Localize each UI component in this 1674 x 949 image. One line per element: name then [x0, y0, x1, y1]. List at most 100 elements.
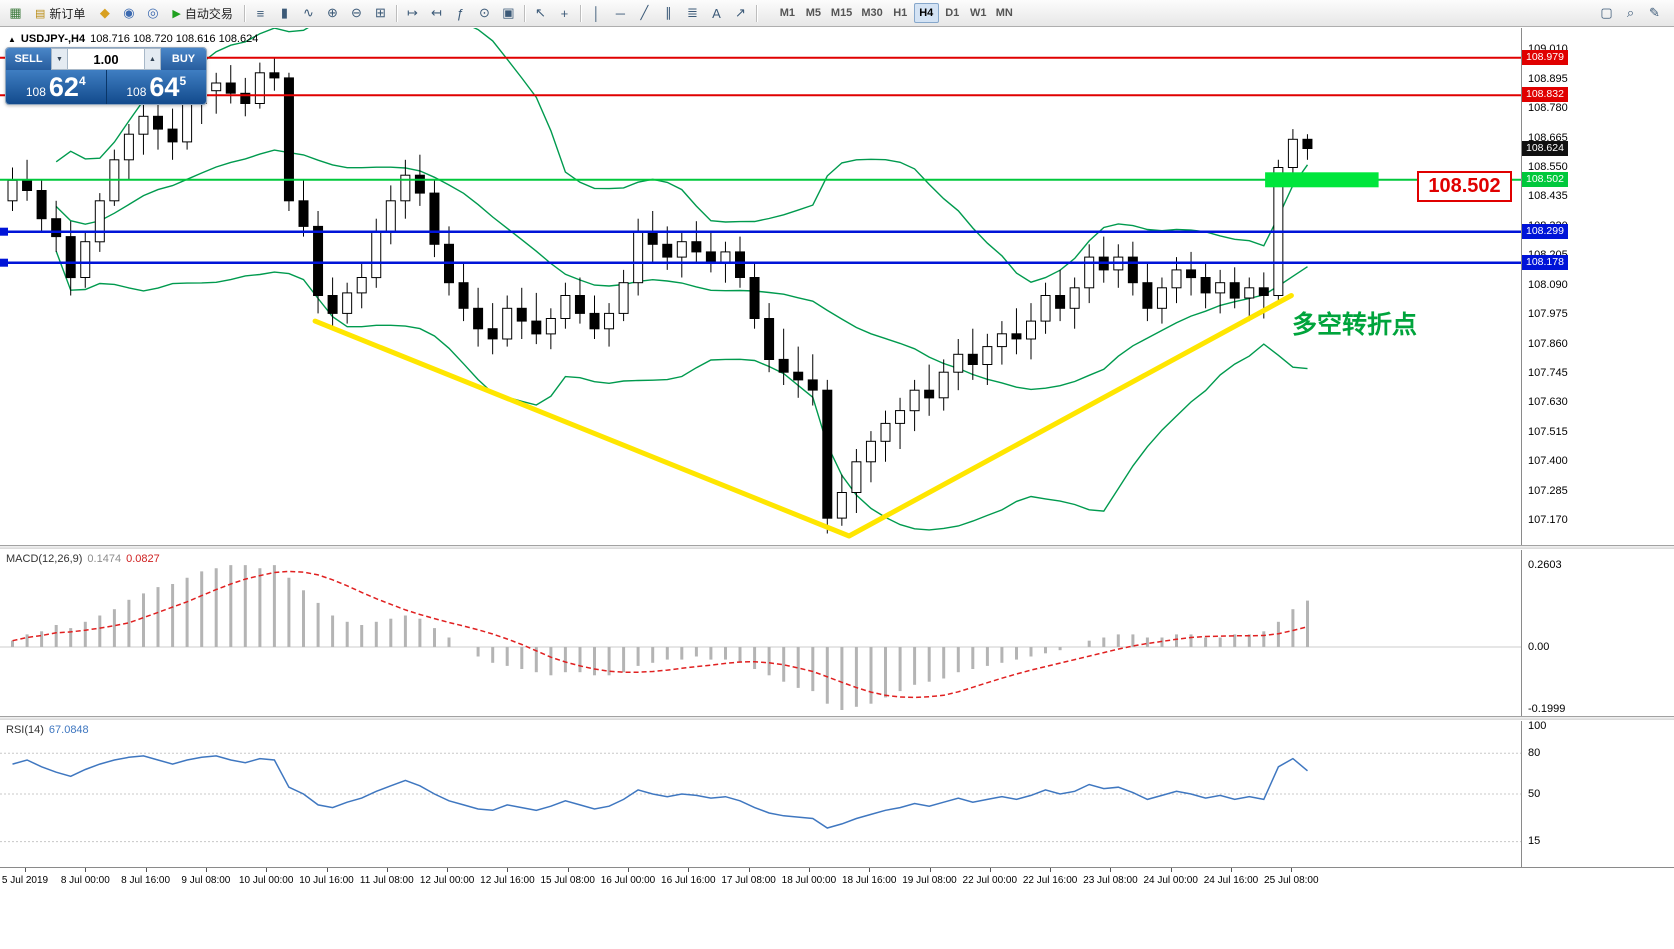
trendline-v[interactable]	[312, 293, 1294, 539]
time-tick	[567, 868, 569, 872]
timeframe-M5[interactable]: M5	[801, 3, 826, 23]
candlestick-chart-icon[interactable]: ▮	[280, 5, 288, 20]
price-tick: 107.285	[1528, 484, 1568, 497]
new-order-button[interactable]: ▤ 新订单	[28, 3, 92, 24]
rsi-label: RSI(14) 67.0848	[6, 724, 89, 736]
charts-gold-icon[interactable]: ◆	[99, 5, 110, 20]
timeframe-H1[interactable]: H1	[888, 3, 913, 23]
price-tick: 108.435	[1528, 190, 1568, 203]
time-label: 18 Jul 16:00	[841, 875, 897, 886]
buy-price[interactable]: 108 64 5	[107, 70, 207, 104]
price-axis: 109.010108.895108.780108.665108.550108.4…	[1521, 0, 1674, 949]
time-tick	[145, 868, 147, 872]
channel-icon[interactable]: ∥	[665, 5, 672, 20]
price-callout-box[interactable]: 108.502	[1417, 171, 1512, 202]
autotrading-button-icon: ▶	[172, 7, 181, 20]
timeframe-H4[interactable]: H4	[913, 3, 939, 23]
support-zone-band[interactable]	[1265, 172, 1379, 188]
collapse-panel-icon[interactable]: ▲	[8, 34, 16, 44]
volume-up-button[interactable]: ▲	[144, 48, 161, 70]
text-icon[interactable]: A	[712, 5, 721, 21]
price-tag-108.502: 108.502	[1522, 171, 1568, 187]
price-tag-108.624: 108.624	[1522, 140, 1568, 156]
macd-main-value: 0.1474	[87, 553, 122, 565]
timeframe-M1[interactable]: M1	[775, 3, 800, 23]
zoom-out-icon[interactable]: ⊖	[350, 5, 362, 20]
buy-button[interactable]: BUY	[161, 48, 206, 70]
timeframe-D1[interactable]: D1	[940, 3, 965, 23]
toolbar-left-group: ▦ ▤ 新订单 ◆ ◉ ◎ ▶ 自动交易 ≡ ▮ ∿ ⊕ ⊖ ⊞ ↦ ↤ ƒ ⊙ ▣ ↖ + │ ─ ╱ ∥ ≣ A ↗	[4, 3, 760, 24]
new-order-button-label: 新订单	[49, 6, 86, 21]
buy-price-pip: 5	[179, 74, 187, 88]
sell-price[interactable]: 108 62 4	[6, 70, 106, 104]
fibonacci-icon[interactable]: ≣	[686, 5, 698, 20]
window-icon[interactable]: ▢	[1600, 5, 1613, 20]
zoom-in-icon[interactable]: ⊕	[326, 5, 338, 20]
sell-price-big: 62	[48, 72, 79, 102]
panel-splitter[interactable]	[0, 716, 1674, 721]
chart-shift-icon[interactable]: ↤	[430, 5, 442, 20]
time-label: 16 Jul 16:00	[661, 875, 716, 886]
time-label: 10 Jul 16:00	[299, 875, 354, 886]
sell-price-pip: 4	[78, 74, 86, 88]
vertical-line-icon[interactable]: │	[592, 5, 601, 21]
time-label: 15 Jul 08:00	[540, 875, 595, 886]
time-label: 16 Jul 00:00	[600, 875, 656, 886]
price-tick: 108.895	[1528, 72, 1568, 85]
bar-chart-icon[interactable]: ≡	[256, 5, 265, 21]
time-label: 12 Jul 16:00	[480, 875, 535, 886]
toolbar-right-group: ▢ ⌕ ✎	[1595, 3, 1670, 24]
tile-windows-icon[interactable]: ⊞	[374, 5, 386, 20]
timeframe-M30[interactable]: M30	[857, 3, 886, 23]
chart-icon[interactable]: ▦	[9, 5, 22, 20]
periods-icon[interactable]: ⊙	[478, 5, 490, 20]
price-tick: 107.515	[1528, 425, 1568, 438]
time-tick	[869, 868, 871, 872]
profile-icon[interactable]: ◉	[123, 5, 135, 20]
turning-point-annotation[interactable]: 多空转折点	[1292, 311, 1418, 339]
time-label: 9 Jul 08:00	[181, 875, 231, 886]
price-axis-border	[1521, 28, 1522, 867]
time-label: 24 Jul 00:00	[1143, 875, 1198, 886]
time-label: 8 Jul 00:00	[60, 875, 110, 886]
time-tick	[929, 868, 931, 872]
volume-down-button[interactable]: ▼	[51, 48, 68, 70]
macd-title: MACD(12,26,9)	[6, 553, 83, 565]
new-order-button-icon: ▤	[35, 7, 46, 20]
crosshair-icon[interactable]: +	[560, 5, 569, 21]
time-tick	[748, 868, 750, 872]
time-axis: 5 Jul 2019 8 Jul 00:00 8 Jul 16:00 9 Jul 08…	[0, 867, 1674, 949]
refresh-icon[interactable]: ◎	[147, 5, 159, 20]
indicators-icon[interactable]: ƒ	[456, 5, 465, 21]
autotrading-button[interactable]: ▶ 自动交易	[165, 3, 239, 24]
price-tag-108.178: 108.178	[1522, 254, 1568, 270]
horizontal-line-icon[interactable]: ─	[615, 5, 626, 21]
auto-scroll-icon[interactable]: ↦	[406, 5, 418, 20]
sell-button[interactable]: SELL	[6, 48, 51, 70]
timeframe-M15[interactable]: M15	[827, 3, 856, 23]
templates-icon[interactable]: ▣	[502, 5, 515, 20]
time-label: 22 Jul 16:00	[1022, 875, 1078, 886]
time-label: 19 Jul 08:00	[902, 875, 957, 886]
price-tick: 107.745	[1528, 367, 1568, 380]
search-icon[interactable]: ⌕	[1626, 5, 1635, 20]
time-tick	[25, 868, 26, 872]
rsi-title: RSI(14)	[6, 724, 44, 736]
hline-anchor[interactable]	[0, 258, 8, 267]
symbol-header: ▲ USDJPY-,H4 108.716 108.720 108.616 108…	[8, 33, 258, 45]
panel-splitter[interactable]	[0, 545, 1674, 550]
volume-input[interactable]	[68, 48, 144, 70]
macd-label: MACD(12,26,9) 0.1474 0.0827	[6, 553, 160, 565]
time-tick	[688, 868, 690, 872]
trendline-icon[interactable]: ╱	[640, 5, 649, 20]
line-chart-icon[interactable]: ∿	[302, 5, 314, 20]
edit-icon[interactable]: ✎	[1649, 5, 1660, 20]
timeframe-W1[interactable]: W1	[966, 3, 991, 23]
timeframe-group: M1 M5 M15 M30 H1 H4 D1 W1 MN	[775, 3, 1017, 23]
price-tag-108.299: 108.299	[1522, 223, 1568, 239]
timeframe-MN[interactable]: MN	[992, 3, 1017, 23]
hline-anchor[interactable]	[0, 227, 8, 236]
arrows-icon[interactable]: ↗	[734, 5, 746, 20]
buy-price-big: 64	[149, 72, 180, 102]
cursor-icon[interactable]: ↖	[534, 5, 546, 20]
